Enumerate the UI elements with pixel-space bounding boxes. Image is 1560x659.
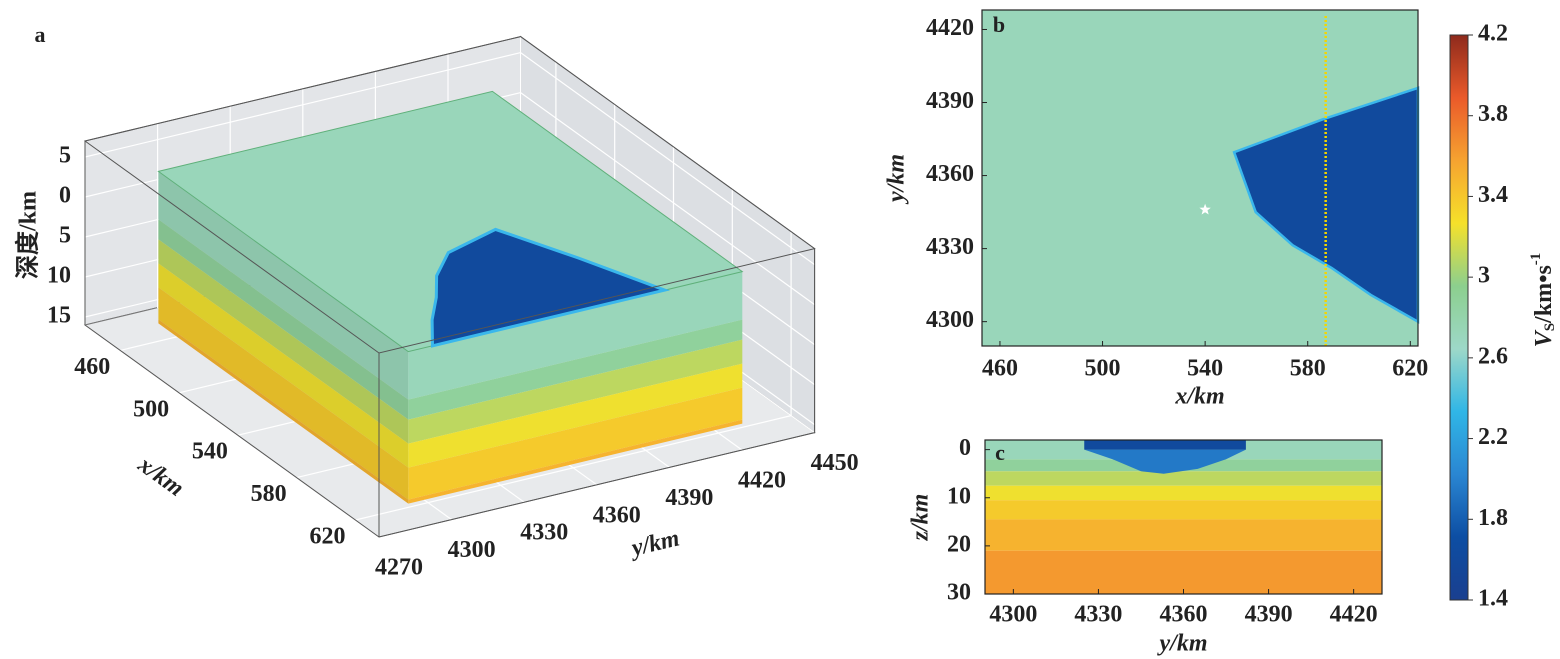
colorbar-tick-label: 4.2 [1478,21,1508,47]
block-layer [408,319,743,420]
x-tick-label: 500 [1085,356,1121,382]
x-tick-label: 500 [133,396,169,422]
basin-cap [1084,440,1246,450]
colorbar-label-part: /km•s [1531,265,1557,324]
z-axis-label: 深度/km [14,191,42,279]
z-tick-label: 5 [59,223,71,249]
z-tick-label: 0 [59,183,71,209]
colorbar-tick-label: 2.6 [1478,343,1508,369]
layer [985,500,1382,520]
y-tick-label: 20 [947,531,971,557]
y-tick-label: 4420 [738,468,786,494]
x-tick-label: 540 [192,439,228,465]
face-shade [158,171,409,504]
block-layer [158,171,409,400]
colorbar-label-part: V [1531,329,1557,347]
layer [985,550,1382,594]
y-tick-label: 4330 [926,234,974,260]
x-axis-label: y/km [1157,631,1208,657]
y-tick-label: 4390 [665,485,713,511]
colorbar-tick-label: 1.8 [1478,505,1508,531]
layer [985,471,1382,486]
y-axis-label: y/km [626,525,682,562]
grid-line [84,51,815,266]
x-tick-label: 4360 [1160,602,1208,628]
y-tick-label: 0 [959,435,971,461]
colorbar-tick-label: 3 [1478,263,1490,289]
colorbar-tick-label: 3.4 [1478,182,1508,208]
x-tick-label: 4420 [1330,602,1378,628]
y-tick-label: 4300 [448,537,496,563]
z-tick-label: 5 [59,143,71,169]
panel-label: b [993,12,1005,37]
panel-label: c [995,440,1005,465]
z-tick-label: 15 [47,303,71,329]
x-axis-label: x/km [132,451,188,502]
basin [430,227,670,348]
x-tick-label: 620 [309,524,345,550]
y-tick-label: 10 [947,483,971,509]
y-tick-label: 30 [947,580,971,606]
layer [985,519,1382,551]
block-layer [158,263,409,468]
y-tick-label: 4360 [926,161,974,187]
y-tick-label: 4420 [926,15,974,41]
z-tick-label: 10 [47,263,71,289]
y-tick-label: 4330 [520,520,568,546]
basin [1084,449,1246,474]
block-layer [158,319,409,504]
colorbar-label: VS/km•s-1 [1528,253,1558,348]
block-layer [158,287,409,500]
x-tick-label: 4330 [1074,602,1122,628]
y-tick-label: 4360 [593,502,641,528]
block-layer [158,219,409,420]
x-tick-label: 460 [74,354,110,380]
y-tick-label: 4270 [375,555,423,581]
colorbar-label-part: -1 [1528,253,1544,266]
block-layer [408,363,743,468]
x-tick-label: 540 [1187,356,1223,382]
x-tick-label: 460 [982,356,1018,382]
x-axis-label: x/km [1174,384,1224,410]
colorbar-tick-label: 3.8 [1478,101,1508,127]
y-axis-label: z/km [908,494,934,542]
layer [985,485,1382,501]
y-tick-label: 4450 [811,450,859,476]
colorbar [1449,34,1469,601]
x-tick-label: 580 [251,481,287,507]
x-tick-label: 580 [1290,356,1326,382]
plot-frame [981,9,1419,347]
source-star [1199,203,1211,215]
y-tick-label: 4390 [926,88,974,114]
block-layer [408,339,743,444]
y-tick-label: 4300 [926,307,974,333]
block-layer [408,387,743,500]
colorbar-tick-label: 1.4 [1478,586,1508,612]
x-tick-label: 620 [1392,356,1428,382]
x-tick-label: 4300 [989,602,1037,628]
block-layer [158,239,409,444]
x-tick-label: 4390 [1245,602,1293,628]
colorbar-label-part: S [1542,323,1558,331]
block-layer [408,271,743,400]
y-axis-label: y/km [884,154,910,205]
colorbar-tick-label: 2.2 [1478,424,1508,450]
panel-label: a [35,22,46,47]
block-layer [408,419,743,504]
